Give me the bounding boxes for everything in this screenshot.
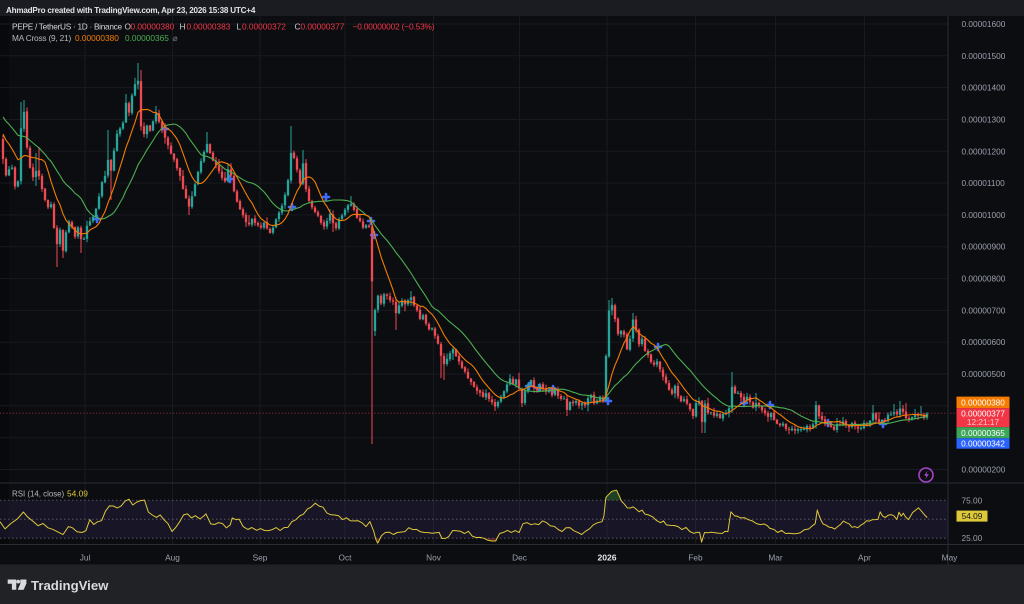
svg-text:0.00001300: 0.00001300 [962, 115, 1006, 125]
svg-text:Nov: Nov [426, 553, 442, 563]
svg-text:Aug: Aug [165, 553, 180, 563]
svg-text:TradingView: TradingView [31, 578, 109, 593]
svg-text:PEPE / TetherUS · 1D · Binance: PEPE / TetherUS · 1D · Binance [12, 22, 123, 32]
svg-text:0.00000365: 0.00000365 [125, 33, 169, 43]
svg-text:Jul: Jul [80, 553, 91, 563]
svg-text:0.00001200: 0.00001200 [962, 146, 1006, 156]
svg-text:0.00001000: 0.00001000 [962, 210, 1006, 220]
svg-text:0.00000377: 0.00000377 [301, 22, 345, 32]
svg-text:H: H [180, 22, 186, 32]
svg-text:Apr: Apr [858, 553, 871, 563]
svg-text:0.00001600: 0.00001600 [962, 19, 1006, 29]
svg-text:12:21:17: 12:21:17 [967, 417, 1000, 427]
svg-text:0.00000200: 0.00000200 [962, 465, 1006, 475]
svg-text:0.00001500: 0.00001500 [962, 51, 1006, 61]
svg-text:0.00000900: 0.00000900 [962, 242, 1006, 252]
svg-text:⌀: ⌀ [173, 33, 178, 43]
svg-text:0.00000500: 0.00000500 [962, 369, 1006, 379]
svg-text:54.09: 54.09 [962, 511, 983, 521]
svg-text:0.00000377: 0.00000377 [961, 408, 1005, 418]
svg-text:Feb: Feb [688, 553, 703, 563]
svg-text:0.00000383: 0.00000383 [187, 22, 231, 32]
svg-text:0.00000800: 0.00000800 [962, 274, 1006, 284]
svg-text:0.00001400: 0.00001400 [962, 83, 1006, 93]
svg-text:−0.00000002 (−0.53%): −0.00000002 (−0.53%) [353, 22, 435, 32]
svg-text:0.00000600: 0.00000600 [962, 337, 1006, 347]
svg-text:L: L [237, 22, 242, 32]
svg-text:Dec: Dec [512, 553, 527, 563]
svg-text:0.00000380: 0.00000380 [131, 22, 175, 32]
svg-text:25.00: 25.00 [962, 533, 983, 543]
svg-text:0.00000342: 0.00000342 [961, 439, 1005, 449]
svg-text:AhmadPro created with TradingV: AhmadPro created with TradingView.com, A… [6, 6, 256, 15]
svg-text:RSI (14, close): RSI (14, close) [12, 490, 65, 499]
svg-text:MA Cross (9, 21): MA Cross (9, 21) [12, 33, 71, 43]
svg-text:0.00000365: 0.00000365 [961, 428, 1005, 438]
svg-text:0.00000380: 0.00000380 [75, 33, 119, 43]
svg-text:Sep: Sep [253, 553, 268, 563]
svg-text:0.00000380: 0.00000380 [961, 397, 1005, 407]
svg-text:May: May [942, 553, 959, 563]
svg-text:O: O [125, 22, 132, 32]
svg-text:0.00001100: 0.00001100 [962, 178, 1006, 188]
svg-text:75.00: 75.00 [962, 495, 983, 505]
svg-text:Oct: Oct [339, 553, 353, 563]
svg-text:C: C [295, 22, 301, 32]
svg-text:2026: 2026 [597, 553, 616, 563]
svg-text:54.09: 54.09 [67, 489, 88, 499]
svg-text:Mar: Mar [768, 553, 783, 563]
svg-text:0.00000372: 0.00000372 [242, 22, 286, 32]
svg-text:0.00000700: 0.00000700 [962, 305, 1006, 315]
